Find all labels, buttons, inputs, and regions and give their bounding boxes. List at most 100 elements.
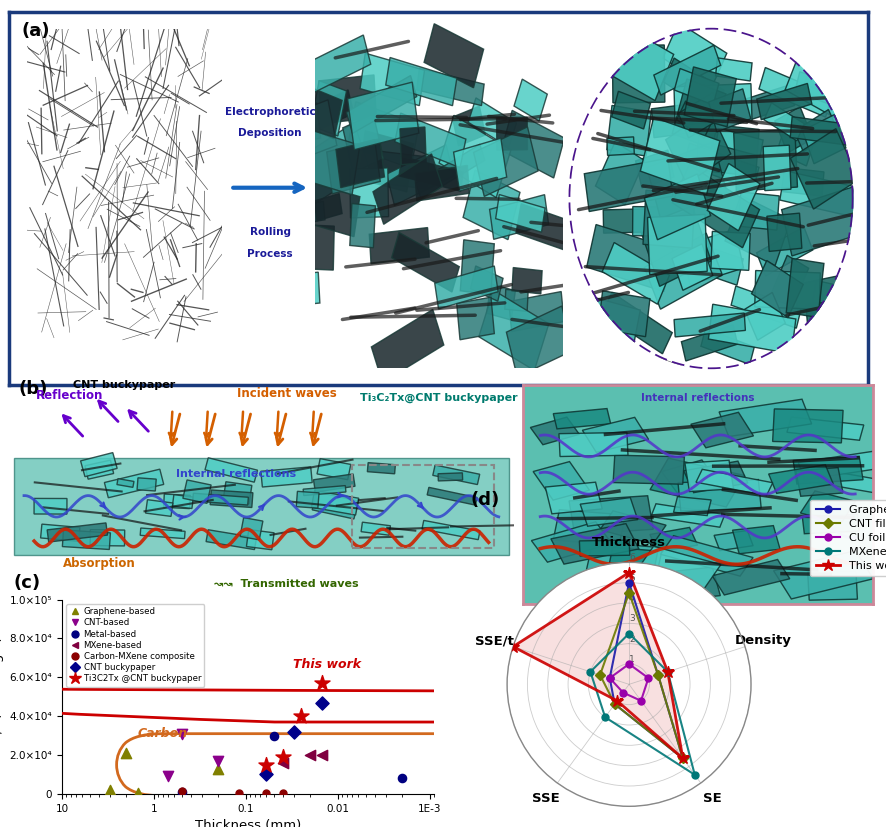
FancyBboxPatch shape	[327, 140, 380, 194]
FancyBboxPatch shape	[486, 284, 516, 320]
FancyBboxPatch shape	[295, 202, 325, 225]
FancyBboxPatch shape	[609, 27, 673, 101]
FancyBboxPatch shape	[456, 297, 494, 340]
FancyBboxPatch shape	[613, 455, 684, 485]
FancyBboxPatch shape	[612, 45, 664, 103]
FancyBboxPatch shape	[314, 474, 355, 492]
FancyBboxPatch shape	[584, 158, 672, 212]
FancyBboxPatch shape	[183, 480, 211, 504]
Point	[315, 676, 329, 690]
FancyBboxPatch shape	[173, 495, 193, 509]
FancyBboxPatch shape	[569, 495, 653, 534]
FancyBboxPatch shape	[804, 467, 880, 493]
FancyBboxPatch shape	[790, 129, 859, 209]
FancyBboxPatch shape	[663, 22, 727, 88]
Point	[315, 696, 329, 710]
FancyBboxPatch shape	[734, 129, 797, 191]
Point	[395, 772, 409, 785]
FancyBboxPatch shape	[607, 547, 657, 579]
FancyBboxPatch shape	[644, 233, 722, 309]
FancyBboxPatch shape	[164, 494, 190, 509]
FancyBboxPatch shape	[633, 576, 684, 595]
FancyBboxPatch shape	[587, 225, 673, 292]
Point	[175, 784, 189, 797]
FancyBboxPatch shape	[246, 529, 274, 550]
Text: Incident waves: Incident waves	[237, 387, 337, 399]
FancyBboxPatch shape	[424, 24, 484, 88]
FancyBboxPatch shape	[439, 115, 511, 198]
FancyBboxPatch shape	[598, 291, 650, 337]
FancyBboxPatch shape	[369, 227, 430, 264]
Text: ↝↝  Transmitted waves: ↝↝ Transmitted waves	[214, 579, 359, 589]
FancyBboxPatch shape	[415, 165, 470, 201]
Point	[231, 786, 245, 800]
FancyBboxPatch shape	[759, 68, 832, 117]
FancyBboxPatch shape	[643, 190, 695, 248]
FancyBboxPatch shape	[773, 409, 843, 443]
Text: Absorption: Absorption	[64, 557, 136, 570]
FancyBboxPatch shape	[650, 528, 697, 552]
FancyBboxPatch shape	[223, 482, 252, 504]
FancyBboxPatch shape	[757, 84, 812, 120]
FancyBboxPatch shape	[733, 526, 780, 554]
FancyBboxPatch shape	[350, 168, 389, 218]
FancyBboxPatch shape	[780, 170, 859, 217]
Legend: Graphene film, CNT film, CU foil, MXene film, This work: Graphene film, CNT film, CU foil, MXene …	[811, 500, 886, 576]
FancyBboxPatch shape	[319, 75, 377, 123]
FancyBboxPatch shape	[343, 114, 384, 173]
FancyBboxPatch shape	[205, 458, 258, 482]
FancyBboxPatch shape	[684, 143, 759, 189]
FancyBboxPatch shape	[681, 229, 743, 284]
FancyBboxPatch shape	[781, 187, 863, 256]
FancyBboxPatch shape	[664, 58, 724, 114]
FancyBboxPatch shape	[514, 79, 548, 121]
FancyBboxPatch shape	[300, 35, 370, 96]
FancyBboxPatch shape	[386, 145, 454, 205]
FancyBboxPatch shape	[140, 528, 185, 538]
FancyBboxPatch shape	[298, 85, 342, 139]
FancyBboxPatch shape	[647, 142, 727, 218]
FancyBboxPatch shape	[41, 524, 80, 542]
Text: Internal reflections: Internal reflections	[641, 394, 755, 404]
FancyBboxPatch shape	[672, 165, 759, 248]
FancyBboxPatch shape	[773, 551, 874, 599]
FancyBboxPatch shape	[461, 240, 494, 294]
FancyBboxPatch shape	[684, 461, 748, 493]
FancyBboxPatch shape	[793, 457, 863, 484]
FancyBboxPatch shape	[787, 417, 864, 440]
Text: Electrophoretic: Electrophoretic	[225, 107, 315, 117]
FancyBboxPatch shape	[286, 100, 337, 161]
FancyBboxPatch shape	[684, 67, 736, 127]
FancyBboxPatch shape	[371, 309, 444, 382]
FancyBboxPatch shape	[145, 500, 173, 516]
FancyBboxPatch shape	[14, 457, 509, 555]
FancyBboxPatch shape	[374, 151, 430, 189]
FancyBboxPatch shape	[794, 275, 847, 313]
FancyBboxPatch shape	[731, 286, 801, 328]
FancyBboxPatch shape	[395, 113, 466, 168]
FancyBboxPatch shape	[768, 256, 809, 313]
FancyBboxPatch shape	[674, 313, 745, 337]
Text: (b): (b)	[19, 380, 49, 398]
FancyBboxPatch shape	[795, 109, 837, 151]
FancyBboxPatch shape	[416, 145, 485, 199]
FancyBboxPatch shape	[453, 106, 486, 146]
FancyBboxPatch shape	[361, 522, 391, 535]
FancyBboxPatch shape	[399, 156, 463, 191]
FancyBboxPatch shape	[763, 146, 791, 190]
FancyBboxPatch shape	[137, 478, 156, 491]
FancyBboxPatch shape	[81, 452, 117, 476]
Text: Rolling: Rolling	[250, 227, 291, 237]
FancyBboxPatch shape	[478, 290, 548, 370]
FancyBboxPatch shape	[701, 328, 754, 365]
FancyBboxPatch shape	[769, 465, 834, 494]
FancyBboxPatch shape	[673, 496, 711, 515]
Text: Absorption: Absorption	[593, 576, 657, 586]
FancyBboxPatch shape	[611, 91, 650, 129]
FancyBboxPatch shape	[299, 122, 369, 204]
FancyBboxPatch shape	[641, 117, 719, 194]
FancyBboxPatch shape	[85, 460, 113, 479]
FancyBboxPatch shape	[775, 107, 812, 153]
FancyBboxPatch shape	[553, 409, 610, 429]
FancyBboxPatch shape	[744, 293, 785, 340]
